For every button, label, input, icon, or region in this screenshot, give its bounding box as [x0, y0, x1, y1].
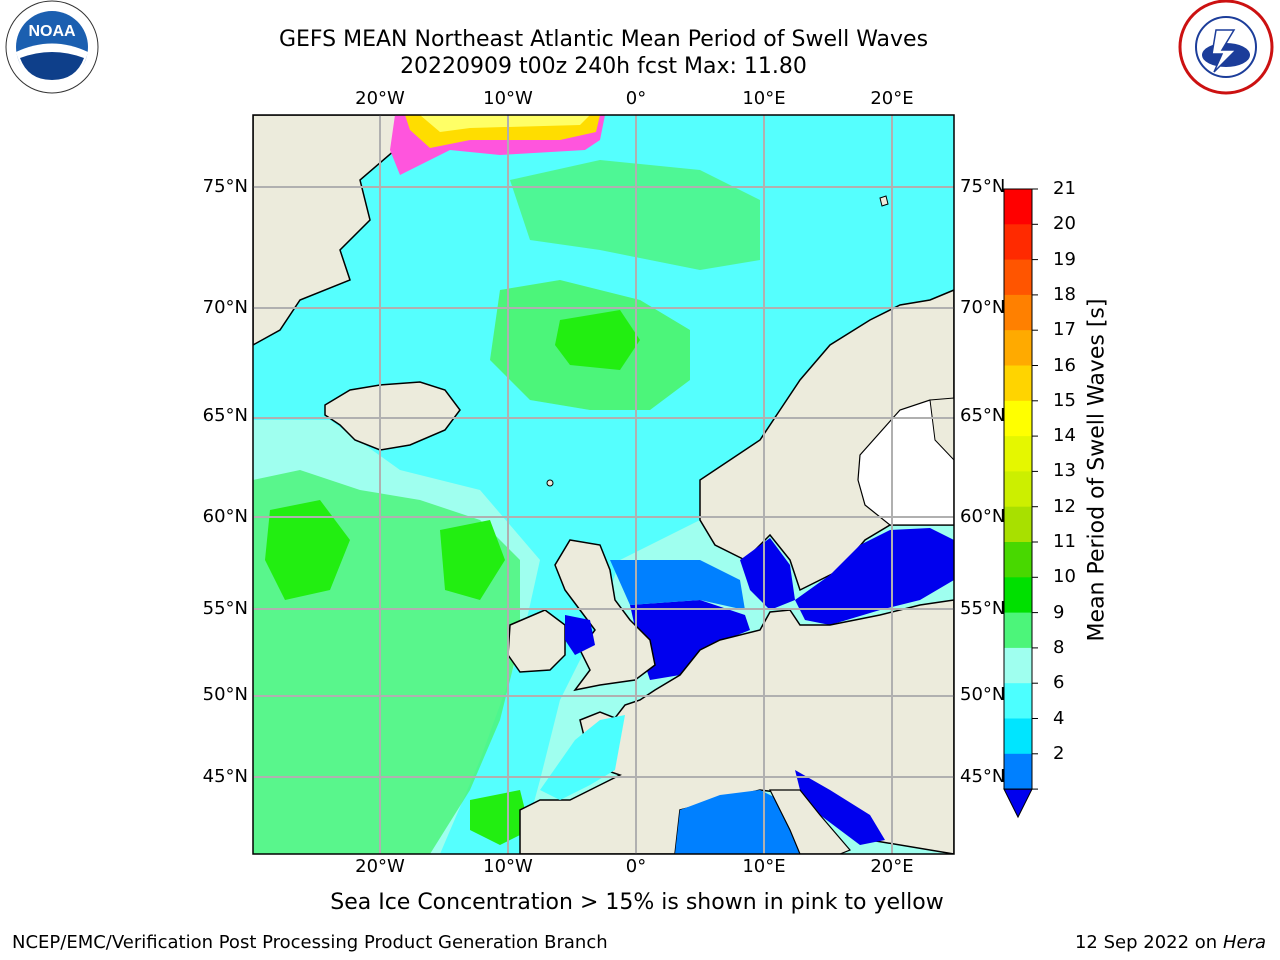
lat-label-right: 60°N [960, 506, 1006, 527]
colorbar-segment [1004, 542, 1032, 578]
kattegat [740, 538, 795, 610]
lat-label-left: 70°N [202, 297, 248, 318]
colorbar-segment [1004, 294, 1032, 331]
swell-region-11s-d [470, 790, 530, 845]
colorbar-segment [1004, 189, 1032, 225]
lon-label-bottom: 20°E [870, 856, 914, 877]
adriatic [795, 770, 885, 845]
colorbar-segment [1004, 506, 1032, 543]
lon-label-top: 20°W [355, 88, 405, 109]
nws-logo [1178, 0, 1274, 95]
colorbar-tick-label: 16 [1053, 354, 1076, 376]
colorbar-segment [1004, 577, 1032, 614]
graticule [253, 115, 954, 854]
lat-label-left: 55°N [202, 598, 248, 619]
colorbar-tick-label: 2 [1053, 742, 1065, 764]
colorbar-tick-label: 8 [1053, 636, 1065, 658]
colorbar-tick-label: 10 [1053, 566, 1076, 588]
noaa-logo: NOAA [5, 0, 99, 94]
lon-label-bottom: 10°W [483, 856, 533, 877]
footer-credit: NCEP/EMC/Verification Post Processing Pr… [12, 932, 608, 953]
lat-label-right: 50°N [960, 684, 1006, 705]
lon-label-top: 20°E [870, 88, 914, 109]
colorbar-tick-label: 20 [1053, 213, 1076, 235]
colorbar-tick-label: 14 [1053, 425, 1076, 447]
colorbar-frame [1003, 188, 1033, 790]
colorbar-segment [1004, 400, 1032, 437]
colorbar-tick-label: 11 [1053, 531, 1076, 552]
colorbar-tick-label: 15 [1053, 389, 1076, 411]
colorbar-segment [1004, 753, 1032, 790]
lat-label-left: 65°N [202, 405, 248, 426]
colorbar-segment [1004, 259, 1032, 296]
lat-label-right: 70°N [960, 297, 1006, 318]
lat-label-left: 75°N [202, 176, 248, 197]
lat-label-left: 45°N [202, 766, 248, 787]
ireland [507, 609, 566, 673]
lat-label-left: 60°N [202, 506, 248, 527]
colorbar-segment [1004, 436, 1032, 472]
baltic-sea [795, 528, 954, 625]
chart-title: GEFS MEAN Northeast Atlantic Mean Period… [278, 27, 929, 52]
colorbar-segment [1004, 612, 1032, 649]
lon-label-bottom: 0° [625, 856, 647, 877]
colorbar-tick-label: 12 [1053, 495, 1076, 517]
colorbar-segment [1004, 718, 1032, 755]
sea-ice-center [420, 115, 590, 132]
colorbar-under-arrow [1003, 788, 1033, 819]
colorbar-tick-label: 21 [1053, 178, 1076, 199]
colorbar-segment [1004, 330, 1032, 366]
irish-sea [565, 615, 595, 655]
swell-region-11s-b [265, 500, 350, 600]
colorbar-tick-label: 6 [1053, 672, 1065, 694]
north-sea-mid [610, 560, 745, 610]
chart-subtitle: 20220909 t00z 240h fcst Max: 11.80 [400, 54, 807, 79]
colorbar-tick-label: 18 [1053, 283, 1076, 305]
colorbar-tick-label: 17 [1053, 319, 1076, 341]
svalbard [879, 195, 889, 207]
colorbar-label: Mean Period of Swell Waves [s] [1084, 298, 1110, 642]
bay-of-biscay [540, 715, 625, 800]
noaa-logo-badge: NOAA [28, 23, 76, 40]
lon-label-bottom: 10°E [742, 856, 786, 877]
colorbar-segment [1004, 471, 1032, 508]
faroe-islands [546, 479, 554, 487]
finland [929, 397, 954, 461]
lon-label-top: 10°E [742, 88, 786, 109]
swell-region-11s-c [440, 520, 505, 600]
colorbar-segment [1004, 683, 1032, 719]
lat-label-right: 75°N [960, 176, 1006, 197]
colorbar-tick-label: 4 [1053, 707, 1065, 729]
sea-ice-note: Sea Ice Concentration > 15% is shown in … [330, 890, 944, 915]
north-sea-south [630, 600, 750, 680]
footer-date-text: 12 Sep 2022 on [1074, 932, 1218, 953]
colorbar-segment [1004, 224, 1032, 261]
colorbar-segment [1004, 647, 1032, 684]
colorbar-tick-label: 13 [1053, 460, 1076, 482]
mediterranean-west [675, 790, 800, 854]
lat-label-left: 50°N [202, 684, 248, 705]
lat-label-right: 65°N [960, 405, 1006, 426]
great-britain [554, 539, 656, 692]
lat-label-right: 55°N [960, 598, 1006, 619]
footer-date: 12 Sep 2022 on Hera [1075, 932, 1266, 953]
gulf-of-bothnia [857, 399, 954, 526]
colorbar-tick-label: 19 [1053, 248, 1076, 270]
lat-label-right: 45°N [960, 766, 1006, 787]
colorbar-tick-label: 9 [1053, 601, 1065, 623]
italy [769, 789, 852, 854]
lon-label-top: 0° [625, 88, 647, 109]
lon-label-bottom: 20°W [355, 856, 405, 877]
swell-region-11s-a [555, 310, 640, 370]
lon-label-top: 10°W [483, 88, 533, 109]
map-frame [252, 114, 955, 855]
footer-host: Hera [1222, 932, 1266, 953]
colorbar-segment [1004, 365, 1032, 402]
